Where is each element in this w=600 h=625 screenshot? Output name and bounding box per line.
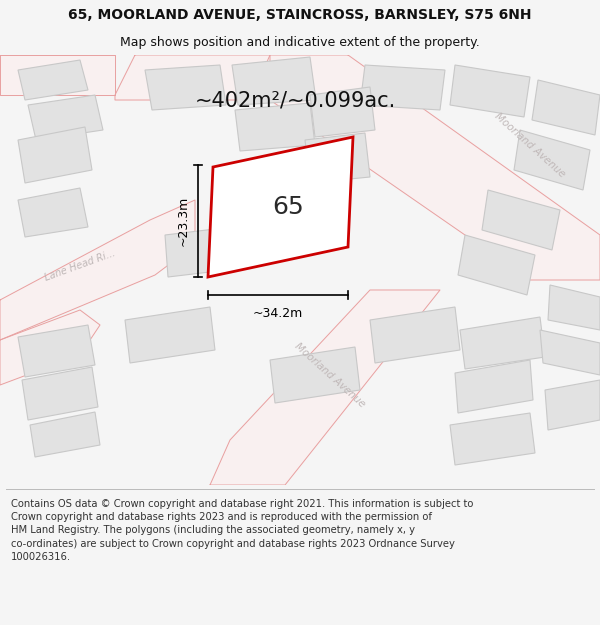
Text: ~23.3m: ~23.3m [177,196,190,246]
Text: ~34.2m: ~34.2m [253,307,303,320]
Polygon shape [165,225,252,277]
Polygon shape [514,130,590,190]
Polygon shape [30,412,100,457]
Polygon shape [270,55,600,280]
Polygon shape [18,188,88,237]
Polygon shape [28,95,103,140]
Polygon shape [450,65,530,117]
Polygon shape [0,200,195,340]
Text: Moorland Avenue: Moorland Avenue [493,111,567,179]
Text: 65: 65 [272,195,304,219]
Polygon shape [245,192,335,243]
Polygon shape [208,137,353,277]
Text: Contains OS data © Crown copyright and database right 2021. This information is : Contains OS data © Crown copyright and d… [11,499,473,562]
Polygon shape [18,60,88,100]
Polygon shape [18,127,92,183]
Polygon shape [115,55,270,100]
Text: Moorland Avenue: Moorland Avenue [293,341,367,409]
Polygon shape [360,65,445,110]
Polygon shape [545,380,600,430]
Polygon shape [235,103,315,151]
Polygon shape [0,55,115,95]
Polygon shape [370,307,460,363]
Polygon shape [540,330,600,375]
Polygon shape [532,80,600,135]
Polygon shape [305,133,370,183]
Polygon shape [458,235,535,295]
Polygon shape [548,285,600,330]
Polygon shape [125,307,215,363]
Text: 65, MOORLAND AVENUE, STAINCROSS, BARNSLEY, S75 6NH: 65, MOORLAND AVENUE, STAINCROSS, BARNSLE… [68,8,532,22]
Polygon shape [455,360,533,413]
Polygon shape [270,347,360,403]
Polygon shape [460,317,545,369]
Polygon shape [210,290,440,485]
Text: Lane Head Ri…: Lane Head Ri… [43,248,117,282]
Polygon shape [450,413,535,465]
Polygon shape [145,65,226,110]
Polygon shape [310,87,375,137]
Polygon shape [18,325,95,377]
Polygon shape [232,57,316,105]
Text: Map shows position and indicative extent of the property.: Map shows position and indicative extent… [120,36,480,49]
Polygon shape [482,190,560,250]
Polygon shape [0,310,100,385]
Polygon shape [22,367,98,420]
Text: ~402m²/~0.099ac.: ~402m²/~0.099ac. [194,90,395,110]
